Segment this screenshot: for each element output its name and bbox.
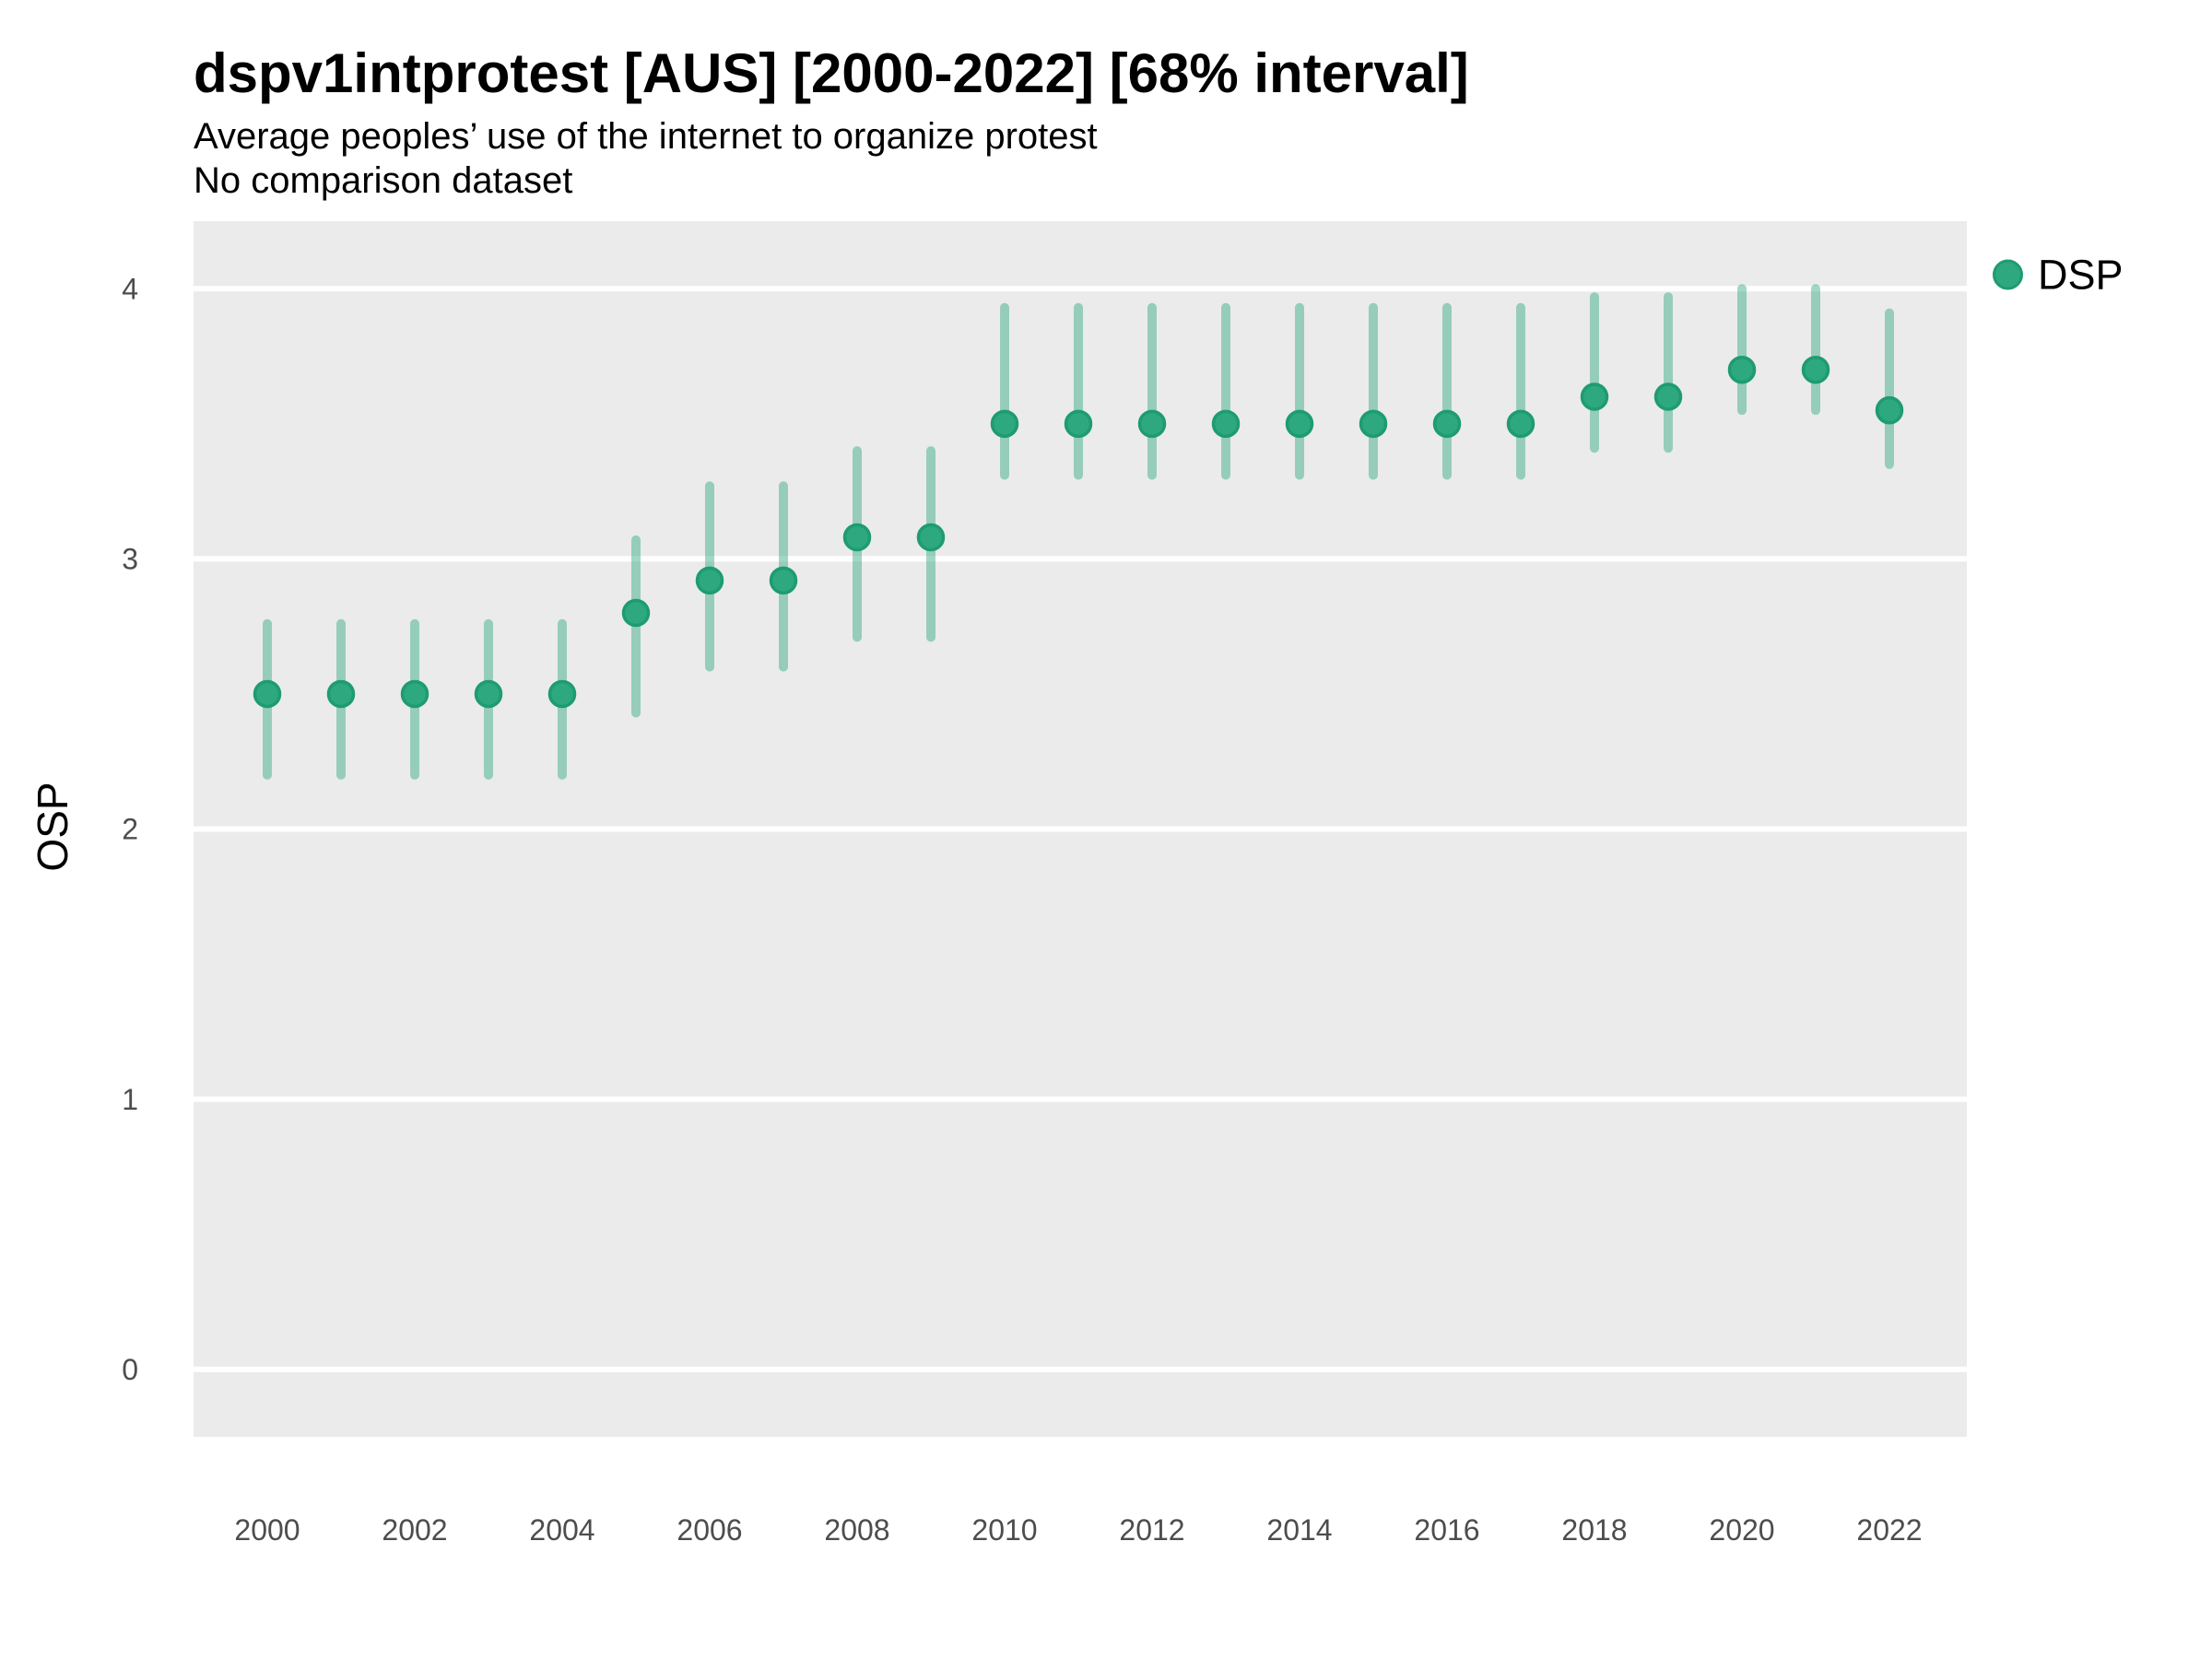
point-2009 <box>916 523 946 552</box>
point-2010 <box>990 409 1019 439</box>
x-tick-label-2022: 2022 <box>1856 1513 1922 1547</box>
point-2018 <box>1580 382 1609 411</box>
point-2013 <box>1211 409 1241 439</box>
y-tick-label-1: 1 <box>122 1083 138 1116</box>
y-tick-label-4: 4 <box>122 272 138 305</box>
y-tick-label-2: 2 <box>122 813 138 846</box>
points-layer <box>253 355 1904 709</box>
chart-subtitle: Average peoples’ use of the internet to … <box>194 116 1098 157</box>
x-tick-label-2020: 2020 <box>1709 1513 1774 1547</box>
chart-note: No comparison dataset <box>194 160 573 201</box>
y-tick-labels: 0 1 2 3 4 <box>122 272 138 1385</box>
x-tick-label-2002: 2002 <box>382 1513 447 1547</box>
point-2020 <box>1727 355 1757 384</box>
point-2000 <box>253 679 282 709</box>
x-tick-label-2008: 2008 <box>824 1513 889 1547</box>
y-tick-label-0: 0 <box>122 1353 138 1386</box>
point-2021 <box>1801 355 1830 384</box>
y-tick-label-3: 3 <box>122 543 138 576</box>
point-2011 <box>1064 409 1093 439</box>
x-tick-label-2012: 2012 <box>1119 1513 1184 1547</box>
legend: DSP <box>1993 254 2124 296</box>
point-2016 <box>1432 409 1462 439</box>
gridlines-layer <box>194 286 1967 1372</box>
x-tick-labels: 2000 2002 2004 2006 2008 2010 2012 2014 2016 2018… <box>234 1513 1922 1547</box>
chart-title: dspv1intprotest [AUS] [2000-2022] [68% i… <box>194 42 1469 104</box>
point-2008 <box>842 523 872 552</box>
point-2007 <box>769 566 798 595</box>
x-tick-label-2014: 2014 <box>1266 1513 1332 1547</box>
legend-label: DSP <box>2038 251 2124 299</box>
point-2006 <box>695 566 724 595</box>
x-tick-label-2016: 2016 <box>1414 1513 1479 1547</box>
x-tick-label-2018: 2018 <box>1561 1513 1627 1547</box>
point-2019 <box>1653 382 1683 411</box>
point-2014 <box>1285 409 1314 439</box>
x-tick-label-2010: 2010 <box>971 1513 1037 1547</box>
point-2022 <box>1875 395 1904 425</box>
point-2004 <box>547 679 577 709</box>
point-2005 <box>621 598 651 628</box>
point-2002 <box>400 679 429 709</box>
y-axis-title: OSP <box>29 782 76 872</box>
point-2001 <box>326 679 356 709</box>
legend-marker-dot <box>1993 259 2023 290</box>
point-2003 <box>474 679 503 709</box>
point-2012 <box>1137 409 1167 439</box>
point-2015 <box>1359 409 1388 439</box>
x-tick-label-2006: 2006 <box>677 1513 742 1547</box>
x-tick-label-2004: 2004 <box>529 1513 594 1547</box>
x-tick-label-2000: 2000 <box>234 1513 300 1547</box>
point-2017 <box>1506 409 1535 439</box>
